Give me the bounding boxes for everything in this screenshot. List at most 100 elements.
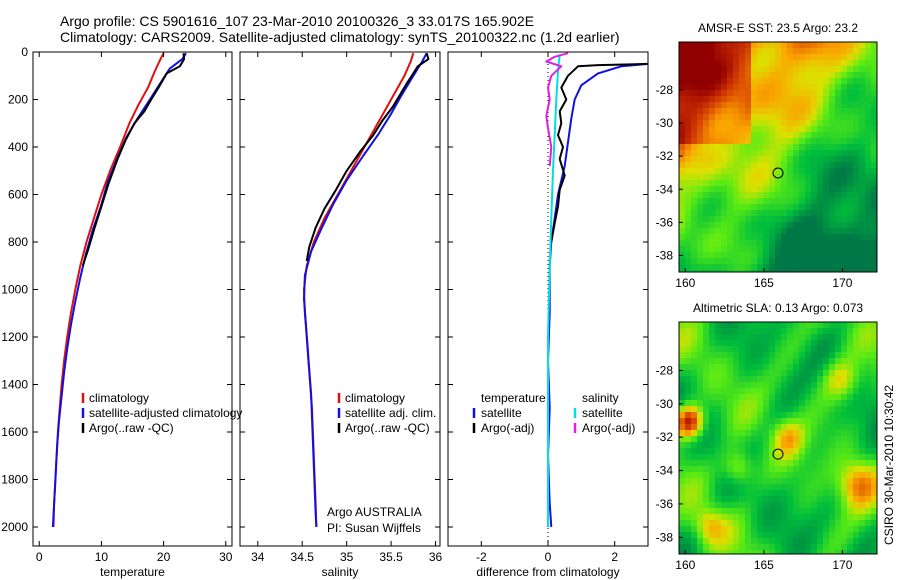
heatmap-cell: [781, 180, 788, 187]
heatmap-cell: [727, 102, 734, 109]
heatmap-cell: [871, 454, 878, 461]
heatmap-cell: [769, 448, 776, 455]
heatmap-cell: [745, 472, 752, 479]
heatmap-cell: [697, 48, 704, 55]
heatmap-cell: [811, 264, 818, 271]
heatmap-cell: [709, 102, 716, 109]
heatmap-cell: [835, 514, 842, 521]
heatmap-cell: [781, 448, 788, 455]
heatmap-cell: [799, 490, 806, 497]
heatmap-cell: [805, 370, 812, 377]
heatmap-cell: [763, 352, 770, 359]
heatmap-cell: [823, 430, 830, 437]
heatmap-cell: [865, 252, 872, 259]
heatmap-cell: [685, 264, 692, 271]
heatmap-cell: [805, 490, 812, 497]
heatmap-cell: [721, 54, 728, 61]
heatmap-cell: [823, 538, 830, 545]
heatmap-cell: [685, 204, 692, 211]
heatmap-cell: [697, 526, 704, 533]
heatmap-cell: [703, 180, 710, 187]
heatmap-cell: [823, 424, 830, 431]
heatmap-cell: [751, 358, 758, 365]
heatmap-cell: [697, 550, 704, 555]
x-tick-label: 160: [675, 276, 695, 290]
heatmap-cell: [871, 114, 878, 121]
heatmap-cell: [823, 418, 830, 425]
x-tick-label: 10: [95, 550, 109, 564]
heatmap-cell: [691, 168, 698, 175]
heatmap-cell: [685, 84, 692, 91]
heatmap-cell: [847, 102, 854, 109]
heatmap-cell: [835, 358, 842, 365]
heatmap-cell: [829, 526, 836, 533]
heatmap-cell: [775, 526, 782, 533]
heatmap-cell: [679, 448, 686, 455]
heatmap-cell: [799, 394, 806, 401]
heatmap-cell: [715, 352, 722, 359]
heatmap-cell: [769, 358, 776, 365]
heatmap-cell: [763, 472, 770, 479]
heatmap-cell: [715, 222, 722, 229]
heatmap-cell: [739, 240, 746, 247]
x-tick-label: 0: [545, 550, 552, 564]
heatmap-cell: [793, 252, 800, 259]
heatmap-cell: [757, 508, 764, 515]
heatmap-cell: [799, 150, 806, 157]
heatmap-cell: [865, 340, 872, 347]
heatmap-cell: [757, 120, 764, 127]
heatmap-cell: [745, 508, 752, 515]
heatmap-cell: [871, 84, 878, 91]
heatmap-cell: [793, 90, 800, 97]
heatmap-cell: [859, 328, 866, 335]
heatmap-cell: [715, 382, 722, 389]
heatmap-cell: [835, 138, 842, 145]
heatmap-cell: [703, 436, 710, 443]
heatmap-cell: [757, 126, 764, 133]
heatmap-cell: [811, 270, 818, 273]
heatmap-cell: [829, 78, 836, 85]
heatmap-cell: [859, 192, 866, 199]
heatmap-cell: [715, 60, 722, 67]
heatmap-cell: [817, 114, 824, 121]
heatmap-cell: [721, 358, 728, 365]
heatmap-cell: [703, 388, 710, 395]
heatmap-cell: [799, 132, 806, 139]
heatmap-cell: [829, 270, 836, 273]
heatmap-cell: [787, 442, 794, 449]
heatmap-cell: [757, 54, 764, 61]
heatmap-cell: [769, 168, 776, 175]
heatmap-cell: [697, 144, 704, 151]
heatmap-cell: [841, 252, 848, 259]
heatmap-cell: [745, 216, 752, 223]
heatmap-cell: [697, 418, 704, 425]
heatmap-cell: [739, 186, 746, 193]
heatmap-cell: [859, 478, 866, 485]
heatmap-cell: [739, 174, 746, 181]
heatmap-cell: [739, 490, 746, 497]
heatmap-cell: [787, 340, 794, 347]
heatmap-cell: [679, 346, 686, 353]
heatmap-cell: [829, 258, 836, 265]
heatmap-cell: [703, 186, 710, 193]
heatmap-cell: [727, 550, 734, 555]
heatmap-cell: [739, 436, 746, 443]
heatmap-cell: [757, 204, 764, 211]
heatmap-cell: [679, 114, 686, 121]
heatmap-cell: [697, 400, 704, 407]
heatmap-cell: [679, 460, 686, 467]
heatmap-cell: [823, 144, 830, 151]
heatmap-cell: [751, 532, 758, 539]
heatmap-cell: [697, 240, 704, 247]
heatmap-cell: [817, 198, 824, 205]
heatmap-cell: [745, 406, 752, 413]
heatmap-cell: [799, 454, 806, 461]
heatmap-cell: [817, 156, 824, 163]
heatmap-cell: [739, 442, 746, 449]
heatmap-cell: [787, 258, 794, 265]
heatmap-cell: [721, 264, 728, 271]
heatmap-cell: [787, 156, 794, 163]
heatmap-cell: [733, 460, 740, 467]
